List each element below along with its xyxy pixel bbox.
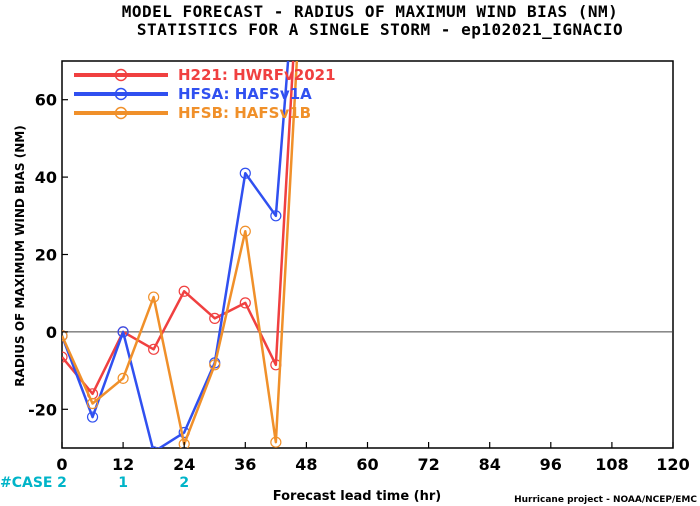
x-tick-label: 24: [173, 455, 195, 474]
data-point-h221: [62, 351, 68, 363]
legend-marker-hfsa: [114, 87, 128, 101]
case-count: 2: [179, 475, 189, 491]
x-tick-label: 84: [479, 455, 501, 474]
plot-frame: [61, 60, 674, 449]
data-point-h221: [239, 297, 251, 309]
y-tick-label: -20: [28, 400, 57, 419]
data-point-hfsb: [148, 291, 160, 303]
x-tick-label: 96: [540, 455, 562, 474]
series-h221: [62, 61, 295, 400]
data-point-hfsb: [209, 359, 221, 371]
data-point-hfsb: [178, 438, 190, 448]
data-point-hfsb: [270, 436, 282, 448]
case-count: 1: [118, 475, 128, 491]
y-tick-label: 40: [35, 168, 57, 187]
legend-label-hfsa: HFSA: HAFSv1A: [178, 85, 312, 103]
legend-label-hfsb: HFSB: HAFSv1B: [178, 104, 311, 122]
x-tick-label: 120: [656, 455, 689, 474]
data-point-hfsb: [117, 372, 129, 384]
credit-text: Hurricane project - NOAA/NCEP/EMC: [514, 495, 697, 505]
data-point-hfsa: [86, 411, 99, 423]
data-point-h221: [209, 312, 221, 324]
legend-marker-hfsb: [114, 106, 128, 120]
x-tick-label: 108: [595, 455, 628, 474]
data-point-hfsa: [270, 210, 282, 222]
x-tick-label: 0: [56, 455, 67, 474]
legend-label-h221: H221: HWRFv2021: [178, 66, 336, 84]
data-point-hfsb: [86, 397, 99, 410]
series-line-hfsa: [62, 61, 290, 448]
data-point-h221: [178, 285, 190, 297]
legend-marker-h221: [114, 68, 128, 82]
y-tick-label: 0: [46, 323, 57, 342]
data-point-hfsb: [62, 330, 68, 342]
series-line-h221: [62, 61, 295, 396]
data-point-hfsa: [117, 326, 129, 338]
x-tick-label: 48: [295, 455, 317, 474]
x-tick-label: 60: [356, 455, 378, 474]
y-tick-label: 60: [35, 91, 57, 110]
case-label: #CASE: [0, 475, 53, 491]
case-count: 2: [57, 475, 67, 491]
data-point-h221: [148, 343, 160, 355]
x-tick-label: 72: [417, 455, 439, 474]
chart-title: MODEL FORECAST - RADIUS OF MAXIMUM WIND …: [121, 2, 619, 21]
data-point-hfsa: [239, 167, 251, 179]
data-point-hfsb: [239, 225, 251, 237]
x-axis-label: Forecast lead time (hr): [273, 489, 441, 504]
data-point-hfsa: [149, 446, 158, 448]
chart-subtitle: STATISTICS FOR A SINGLE STORM - ep102021…: [136, 20, 624, 39]
y-tick-label: 20: [35, 246, 57, 265]
x-tick-label: 12: [112, 455, 134, 474]
x-tick-label: 36: [234, 455, 256, 474]
y-axis-label: RADIUS OF MAXIMUM WIND BIAS (NM): [13, 125, 27, 386]
